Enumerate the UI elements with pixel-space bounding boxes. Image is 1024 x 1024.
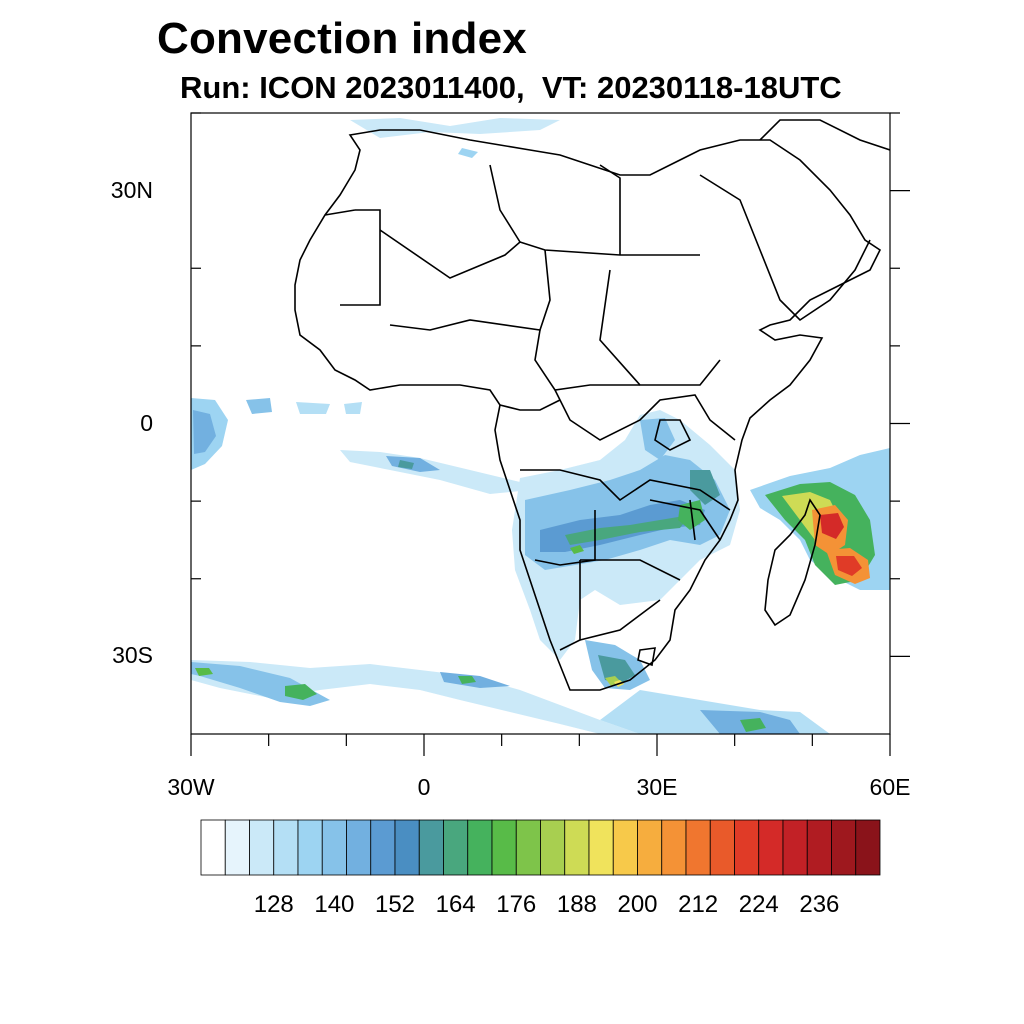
axis-ticks [190, 112, 910, 756]
chart-title: Convection index [157, 14, 527, 63]
lat-tick-label: 30N [110, 176, 153, 203]
colorbar-swatch [418, 819, 444, 876]
map-frame [190, 112, 891, 735]
colorbar-swatch [321, 819, 347, 876]
colorbar-swatch [806, 819, 832, 876]
colorbar-tick-label: 164 [436, 891, 476, 918]
lon-tick-label: 30E [636, 774, 678, 800]
colorbar-swatch [224, 819, 250, 876]
colorbar-swatch [515, 819, 541, 876]
colorbar-swatch [637, 819, 663, 876]
colorbar-swatch [564, 819, 590, 876]
colorbar-swatch [855, 819, 881, 876]
colorbar-tick-label: 128 [254, 891, 294, 918]
colorbar-swatch [491, 819, 517, 876]
colorbar-tick-label: 212 [678, 891, 718, 918]
colorbar: 128 140 152 164 176 188 200 212 224 236 [200, 819, 881, 918]
coastlines-borders [294, 119, 890, 691]
chart-subtitle: Run: ICON 2023011400, VT: 20230118-18UTC [180, 70, 842, 105]
colorbar-swatch [734, 819, 760, 876]
colorbar-swatch [540, 819, 566, 876]
colorbar-swatch [612, 819, 638, 876]
colorbar-swatch [661, 819, 687, 876]
colorbar-swatch [273, 819, 299, 876]
colorbar-swatch [370, 819, 396, 876]
colorbar-swatch [249, 819, 275, 876]
colorbar-tick-label: 152 [375, 891, 415, 918]
colorbar-tick-label: 224 [739, 891, 779, 918]
colorbar-swatch [685, 819, 711, 876]
colorbar-swatch [200, 819, 226, 876]
lat-tick-label: 0 [140, 409, 153, 436]
colorbar-swatch [394, 819, 420, 876]
colorbar-swatch [782, 819, 808, 876]
colorbar-swatch [831, 819, 857, 876]
colorbar-swatch [297, 819, 323, 876]
lon-tick-label: 60E [869, 774, 911, 800]
lat-tick-label: 30S [112, 642, 153, 669]
lon-tick-label: 30W [167, 774, 215, 800]
colorbar-tick-label: 176 [496, 891, 536, 918]
colorbar-tick-label: 188 [557, 891, 597, 918]
colorbar-swatch [758, 819, 784, 876]
colorbar-swatch [346, 819, 372, 876]
colorbar-swatch [709, 819, 735, 876]
colorbar-swatch [588, 819, 614, 876]
lon-tick-label: 0 [417, 774, 431, 800]
colorbar-swatch [443, 819, 469, 876]
colorbar-swatch [467, 819, 493, 876]
convection-field [191, 118, 890, 734]
colorbar-tick-label: 236 [799, 891, 839, 918]
colorbar-tick-label: 140 [314, 891, 354, 918]
colorbar-tick-label: 200 [617, 891, 657, 918]
